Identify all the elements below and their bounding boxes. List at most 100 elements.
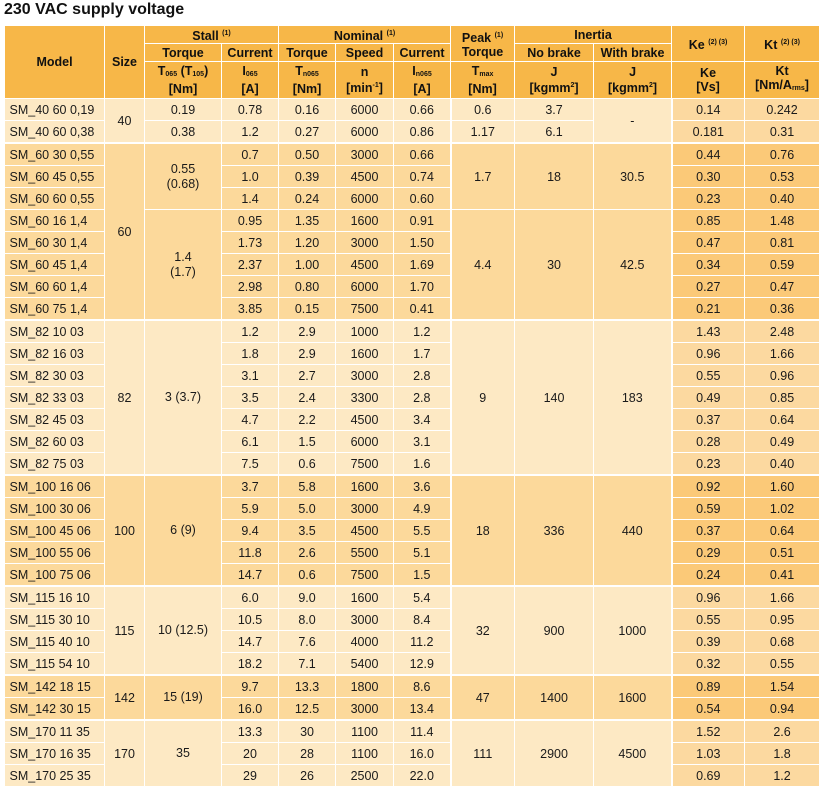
cell-model: SM_60 30 1,4 (5, 232, 105, 254)
header-kt: Kt (2) (3) (745, 26, 820, 62)
cell-peak-torque: 4.4 (451, 210, 515, 321)
cell-peak-torque: 1.7 (451, 143, 515, 210)
cell-kt: 0.36 (745, 298, 820, 321)
cell-kt: 0.95 (745, 609, 820, 631)
cell-kt: 1.02 (745, 498, 820, 520)
cell-nominal-torque: 2.6 (279, 542, 336, 564)
cell-nominal-current: 8.4 (394, 609, 451, 631)
cell-ke: 0.30 (672, 166, 745, 188)
cell-size: 170 (105, 720, 145, 786)
cell-ke: 0.44 (672, 143, 745, 166)
unit-nominal-torque: Tn065[Nm] (279, 62, 336, 99)
cell-inertia-with-brake: 440 (594, 475, 672, 586)
cell-stall-current: 7.5 (222, 453, 279, 476)
cell-nominal-speed: 7500 (336, 298, 394, 321)
cell-nominal-current: 11.2 (394, 631, 451, 653)
unit-no-brake: J[kgmm2] (515, 62, 594, 99)
cell-model: SM_60 16 1,4 (5, 210, 105, 232)
cell-stall-current: 9.4 (222, 520, 279, 542)
cell-stall-torque: 3 (3.7) (145, 320, 222, 475)
cell-nominal-current: 5.1 (394, 542, 451, 564)
cell-peak-torque: 47 (451, 675, 515, 720)
cell-ke: 0.23 (672, 188, 745, 210)
cell-size: 115 (105, 586, 145, 675)
cell-stall-current: 9.7 (222, 675, 279, 698)
cell-model: SM_60 45 0,55 (5, 166, 105, 188)
cell-stall-torque: 0.38 (145, 121, 222, 144)
cell-kt: 1.8 (745, 743, 820, 765)
cell-stall-torque: 1.4(1.7) (145, 210, 222, 321)
cell-nominal-torque: 2.7 (279, 365, 336, 387)
cell-nominal-torque: 0.50 (279, 143, 336, 166)
cell-ke: 0.37 (672, 520, 745, 542)
cell-inertia-no-brake: 18 (515, 143, 594, 210)
cell-model: SM_60 75 1,4 (5, 298, 105, 321)
cell-size: 100 (105, 475, 145, 586)
page-title: 230 VAC supply voltage (4, 1, 184, 19)
cell-inertia-no-brake: 900 (515, 586, 594, 675)
cell-ke: 0.37 (672, 409, 745, 431)
cell-nominal-current: 0.66 (394, 99, 451, 121)
cell-nominal-torque: 0.6 (279, 564, 336, 587)
cell-nominal-torque: 30 (279, 720, 336, 743)
cell-nominal-torque: 0.6 (279, 453, 336, 476)
cell-nominal-current: 2.8 (394, 365, 451, 387)
cell-nominal-current: 3.6 (394, 475, 451, 498)
cell-stall-current: 20 (222, 743, 279, 765)
cell-ke: 0.24 (672, 564, 745, 587)
cell-nominal-torque: 8.0 (279, 609, 336, 631)
cell-stall-current: 2.98 (222, 276, 279, 298)
motor-spec-table: Model Size Stall (1) Nominal (1) Peak (1… (4, 25, 820, 786)
cell-nominal-current: 1.5 (394, 564, 451, 587)
cell-model: SM_170 16 35 (5, 743, 105, 765)
cell-nominal-current: 22.0 (394, 765, 451, 786)
cell-kt: 0.242 (745, 99, 820, 121)
cell-nominal-speed: 3000 (336, 143, 394, 166)
cell-nominal-speed: 1600 (336, 210, 394, 232)
cell-model: SM_100 30 06 (5, 498, 105, 520)
cell-peak-torque: 9 (451, 320, 515, 475)
cell-model: SM_82 30 03 (5, 365, 105, 387)
header-inertia: Inertia (515, 26, 672, 44)
cell-nominal-torque: 1.20 (279, 232, 336, 254)
cell-nominal-speed: 1000 (336, 320, 394, 343)
cell-kt: 0.31 (745, 121, 820, 144)
cell-stall-current: 1.2 (222, 320, 279, 343)
cell-nominal-speed: 1100 (336, 743, 394, 765)
cell-kt: 1.66 (745, 586, 820, 609)
cell-nominal-speed: 1600 (336, 586, 394, 609)
cell-ke: 1.52 (672, 720, 745, 743)
cell-ke: 0.23 (672, 453, 745, 476)
cell-model: SM_82 16 03 (5, 343, 105, 365)
unit-peak: Tmax[Nm] (451, 62, 515, 99)
cell-nominal-current: 3.4 (394, 409, 451, 431)
cell-ke: 0.69 (672, 765, 745, 786)
cell-kt: 0.85 (745, 387, 820, 409)
cell-stall-current: 4.7 (222, 409, 279, 431)
cell-stall-torque: 6 (9) (145, 475, 222, 586)
cell-ke: 0.47 (672, 232, 745, 254)
cell-model: SM_115 40 10 (5, 631, 105, 653)
cell-ke: 0.29 (672, 542, 745, 564)
cell-ke: 0.54 (672, 698, 745, 721)
cell-size: 60 (105, 143, 145, 320)
cell-size: 142 (105, 675, 145, 720)
cell-kt: 2.6 (745, 720, 820, 743)
cell-stall-torque: 10 (12.5) (145, 586, 222, 675)
header-nominal: Nominal (1) (279, 26, 451, 44)
cell-kt: 1.60 (745, 475, 820, 498)
cell-peak-torque: 32 (451, 586, 515, 675)
cell-stall-current: 0.7 (222, 143, 279, 166)
header-stall-current: Current (222, 44, 279, 62)
cell-kt: 0.81 (745, 232, 820, 254)
cell-model: SM_115 16 10 (5, 586, 105, 609)
cell-nominal-speed: 5500 (336, 542, 394, 564)
cell-nominal-current: 0.60 (394, 188, 451, 210)
cell-ke: 0.49 (672, 387, 745, 409)
cell-model: SM_40 60 0,38 (5, 121, 105, 144)
cell-nominal-current: 0.41 (394, 298, 451, 321)
